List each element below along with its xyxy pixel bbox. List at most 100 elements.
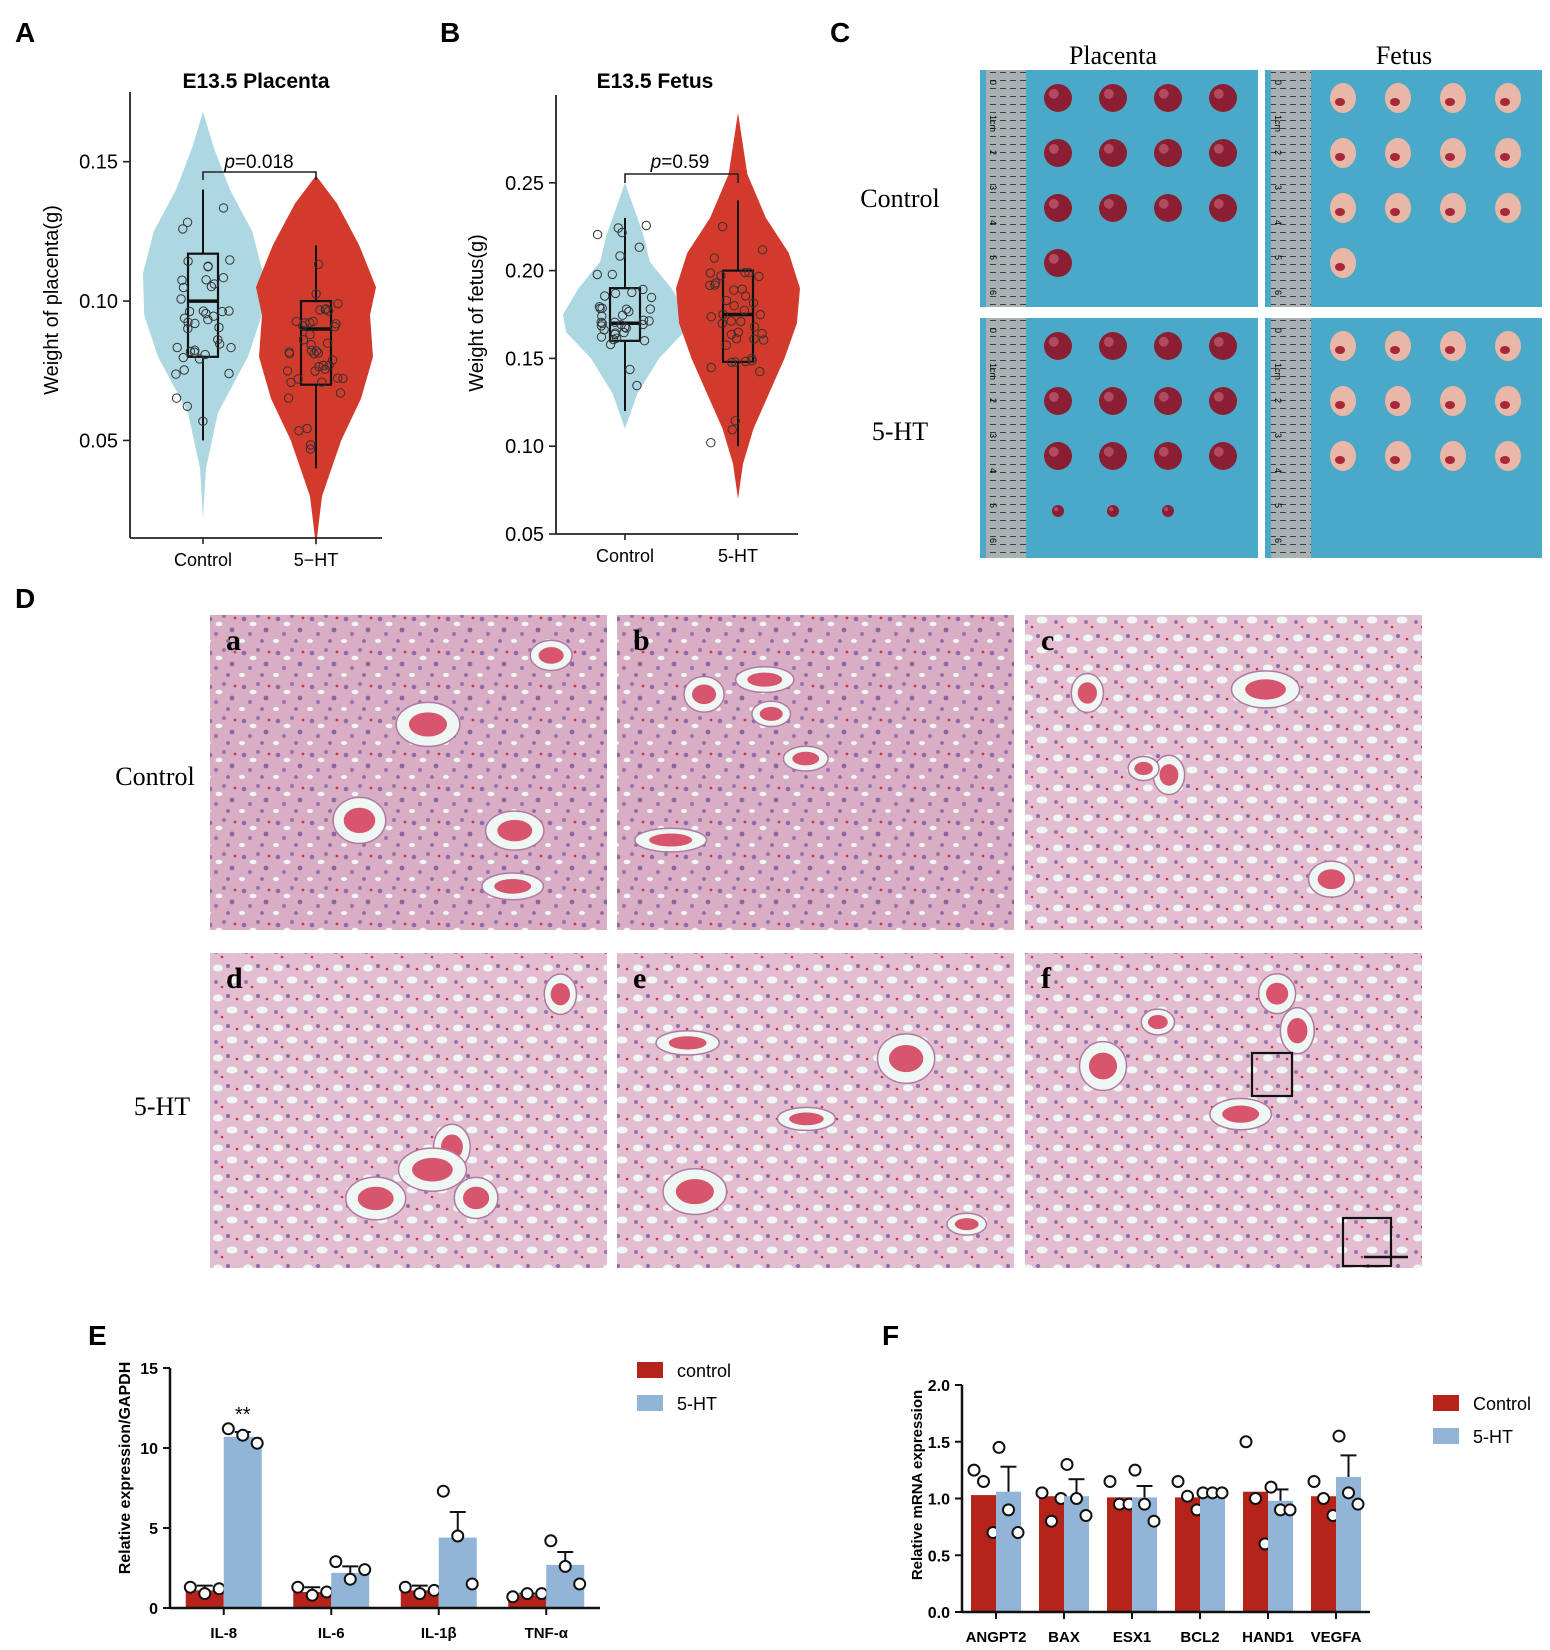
placenta-specimen [1052,505,1064,517]
data-point [1147,1514,1161,1528]
y-tick-label: 0.10 [79,291,118,313]
fetus-weight-violin-chart: E13.5 Fetus Weight of fetus(g) 0.050.100… [466,70,800,566]
ruler-mark: 6 [988,538,998,543]
data-point [305,444,316,454]
y-tick-label: 0.0 [928,1605,950,1622]
box-iqr [299,299,333,386]
data-point [646,292,657,303]
red-blood-cells [1088,1052,1118,1080]
fetus-liver [1445,98,1455,106]
fetus-liver [1445,208,1455,216]
data-point [597,318,607,329]
fetus-specimen [1440,193,1466,223]
data-point [1128,1463,1142,1477]
data-point [284,347,294,357]
data-point [226,342,236,353]
red-blood-cells [1134,761,1153,776]
data-point [236,1428,250,1442]
y-tick-label: 0.05 [79,430,118,452]
photo-col-label-placenta: Placenta [1069,41,1158,70]
ruler-mark: 4 [1273,468,1283,473]
data-point [721,340,731,350]
data-point [1103,1474,1117,1488]
ruler-mark: 5 [1273,503,1283,508]
y-tick-label: 2.0 [928,1378,950,1395]
data-point [172,342,182,353]
bar-control-4 [1243,1491,1268,1612]
ruler-mark: 2 [988,150,998,155]
data-point [1215,1486,1229,1500]
data-point [300,318,310,328]
data-point [322,338,333,348]
data-point [182,401,193,411]
ruler-mark: 2 [1273,150,1283,155]
y-tick-label: 5 [149,1521,158,1538]
data-point [198,416,208,426]
ruler [1271,318,1311,558]
data-point [309,349,319,359]
data-point [218,203,229,213]
data-point [615,251,625,261]
data-point [634,242,644,252]
x-tick-label: VEGFA [1311,1629,1362,1646]
data-point [203,262,213,272]
red-blood-cells [675,1179,714,1205]
x-tick-label: 5-HT [718,546,758,566]
data-point [171,369,181,379]
placenta-specimen [1044,139,1072,167]
fetus-liver [1445,153,1455,161]
data-point [717,221,728,232]
data-point [311,346,322,356]
red-blood-cells [1159,764,1179,786]
chart-b-ticks: 0.05 0.10 0.15 0.20 0.25 Control 5-HT [505,173,758,566]
box-iqr [721,269,755,364]
fetus-specimen [1385,441,1411,471]
data-point [729,301,739,311]
fetus-liver [1500,153,1510,161]
chart-a-p-bracket [202,171,317,180]
placenta-specimen [1209,332,1237,360]
data-point [282,366,293,376]
placenta-highlight [1103,143,1114,154]
red-blood-cells [1222,1105,1260,1123]
ruler-mark: 5 [1273,255,1283,260]
data-point [645,304,655,314]
data-point [592,269,602,280]
data-point [171,393,182,403]
data-point [573,1577,587,1591]
chart-b-p-number: =0.59 [661,152,709,173]
panel-letter-d: D [15,583,35,614]
data-point [610,288,621,299]
placenta-highlight [1048,253,1059,264]
fetus-specimen [1495,193,1521,223]
placenta-highlight [1048,391,1059,402]
histology-images: a b c d e f [210,615,1422,1268]
data-point [176,294,186,304]
panel-letter-b: B [440,17,460,48]
placenta-specimen [1044,249,1072,277]
data-point [198,1587,212,1601]
data-point [184,306,195,317]
data-point [1079,1509,1093,1523]
data-point [726,316,736,326]
placenta-highlight [1164,507,1169,512]
histology-letter-a: a [226,624,241,657]
data-point [321,304,331,314]
data-point [1070,1492,1083,1505]
mrna-expression-bar-chart: Relative mRNA expression ANGPT2 BAX ESX1 BC… [909,1378,1531,1646]
data-point [641,220,651,231]
red-blood-cells [1147,1014,1168,1030]
chart-a-title: E13.5 Placenta [182,70,329,93]
data-point [200,349,210,360]
placenta-highlight [1048,336,1059,347]
data-point [214,322,224,333]
legend-swatch-0 [1433,1395,1459,1411]
fetus-liver [1500,208,1510,216]
placenta-highlight [1158,198,1169,209]
placenta-highlight [1158,391,1169,402]
placenta-specimen [1154,194,1182,222]
ruler-mark: 1cm [988,115,998,132]
data-point [535,1587,549,1601]
fetus-liver [1335,98,1345,106]
